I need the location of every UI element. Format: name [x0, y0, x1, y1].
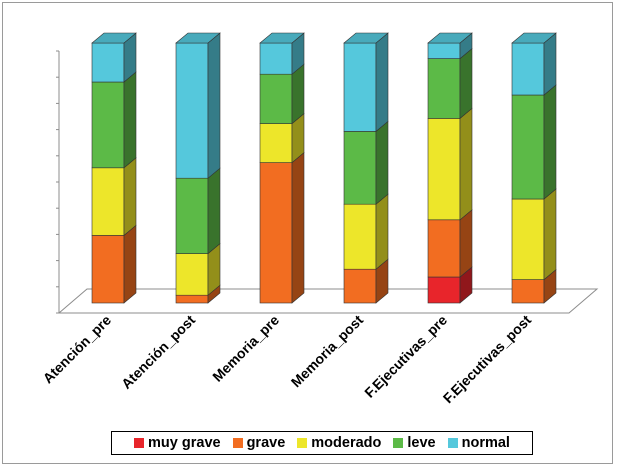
legend-swatch — [232, 438, 243, 448]
bar-memoria-post-moderado-side — [375, 193, 389, 270]
bar-atenci-n-pre-moderado-side — [123, 157, 137, 237]
bar-memoria-post-grave — [343, 268, 377, 304]
bar-memoria-pre-leve-side — [291, 63, 305, 125]
x-tick-label: F.Ejecutivas_pre — [361, 312, 450, 401]
legend-label: grave — [246, 435, 286, 451]
bar-f-ejecutivas-post-normal-side — [543, 32, 557, 96]
bar-memoria-post-normal-side — [375, 32, 389, 133]
bar-f-ejecutivas-post-grave — [511, 279, 545, 304]
bar-atenci-n-post-normal-top — [175, 32, 221, 44]
bar-f-ejecutivas-post-normal — [511, 42, 545, 96]
bar-memoria-post-leve-side — [375, 120, 389, 205]
legend-label: muy grave — [148, 435, 221, 451]
bar-f-ejecutivas-post-leve-side — [543, 84, 557, 200]
bar-memoria-pre-grave-side — [291, 151, 305, 304]
bar-f-ejecutivas-pre-muy-grave — [427, 276, 461, 304]
x-tick-label: Atención_pre — [40, 312, 115, 387]
bar-memoria-post-normal — [343, 42, 377, 132]
bar-f-ejecutivas-post-leve — [511, 94, 545, 200]
bar-f-ejecutivas-pre-grave-side — [459, 209, 473, 278]
bar-f-ejecutivas-pre-leve-side — [459, 47, 473, 120]
legend-label: normal — [461, 435, 510, 451]
bar-atenci-n-post-leve-side — [207, 167, 221, 255]
legend-item-normal: normal — [447, 435, 510, 451]
bar-f-ejecutivas-pre-normal-top — [427, 32, 473, 44]
legend-item-muy-grave: muy grave — [134, 435, 221, 451]
bar-atenci-n-post-grave — [175, 294, 209, 304]
bar-memoria-post-leve — [343, 131, 377, 205]
legend-swatch — [134, 438, 145, 448]
bar-f-ejecutivas-post-moderado — [511, 198, 545, 280]
bar-atenci-n-pre-grave-side — [123, 224, 137, 304]
x-tick-label: F.Ejecutivas_post — [440, 312, 535, 407]
legend-swatch — [393, 438, 404, 448]
stacked-bar-chart: Atención_pre Atención_post Memoria_pre Memo… — [40, 32, 599, 407]
legend-swatch — [297, 438, 308, 448]
bar-f-ejecutivas-post-normal-top — [511, 32, 557, 44]
bar-f-ejecutivas-pre-leve — [427, 58, 461, 119]
bar-atenci-n-pre-leve-side — [123, 71, 137, 169]
chart-frame: Atención_pre Atención_post Memoria_pre Memo… — [2, 2, 613, 464]
bar-atenci-n-pre-leve — [91, 81, 125, 169]
bar-atenci-n-pre-grave — [91, 235, 125, 304]
bar-memoria-pre-moderado — [259, 123, 293, 163]
bar-atenci-n-pre-normal-top — [91, 32, 137, 44]
bar-memoria-post-normal-top — [343, 32, 389, 44]
legend-item-moderado: moderado — [297, 435, 381, 451]
legend: muy grave grave moderado leve normal — [111, 431, 533, 455]
bar-memoria-pre-grave — [259, 162, 293, 304]
legend-swatch — [447, 438, 458, 448]
x-tick-label: Memoria_post — [288, 312, 367, 391]
legend-item-leve: leve — [393, 435, 436, 451]
bar-atenci-n-post-moderado — [175, 253, 209, 296]
legend-label: moderado — [311, 435, 382, 451]
legend-label: leve — [407, 435, 436, 451]
bar-atenci-n-pre-normal — [91, 42, 125, 83]
x-tick-label: Atención_post — [118, 312, 198, 392]
legend-item-grave: grave — [232, 435, 286, 451]
x-tick-label: Memoria_pre — [209, 312, 282, 385]
bar-atenci-n-pre-moderado — [91, 167, 125, 236]
bar-memoria-post-moderado — [343, 203, 377, 270]
bar-f-ejecutivas-pre-moderado — [427, 118, 461, 221]
bar-memoria-pre-normal — [259, 42, 293, 75]
bar-f-ejecutivas-pre-moderado-side — [459, 107, 473, 221]
bar-memoria-pre-normal-top — [259, 32, 305, 44]
bar-f-ejecutivas-post-moderado-side — [543, 188, 557, 281]
bar-atenci-n-post-normal — [175, 42, 209, 179]
bar-atenci-n-post-normal-side — [207, 32, 221, 179]
bar-f-ejecutivas-pre-grave — [427, 219, 461, 278]
bar-atenci-n-post-leve — [175, 177, 209, 254]
bar-f-ejecutivas-pre-normal — [427, 42, 461, 59]
bar-memoria-pre-leve — [259, 73, 293, 124]
